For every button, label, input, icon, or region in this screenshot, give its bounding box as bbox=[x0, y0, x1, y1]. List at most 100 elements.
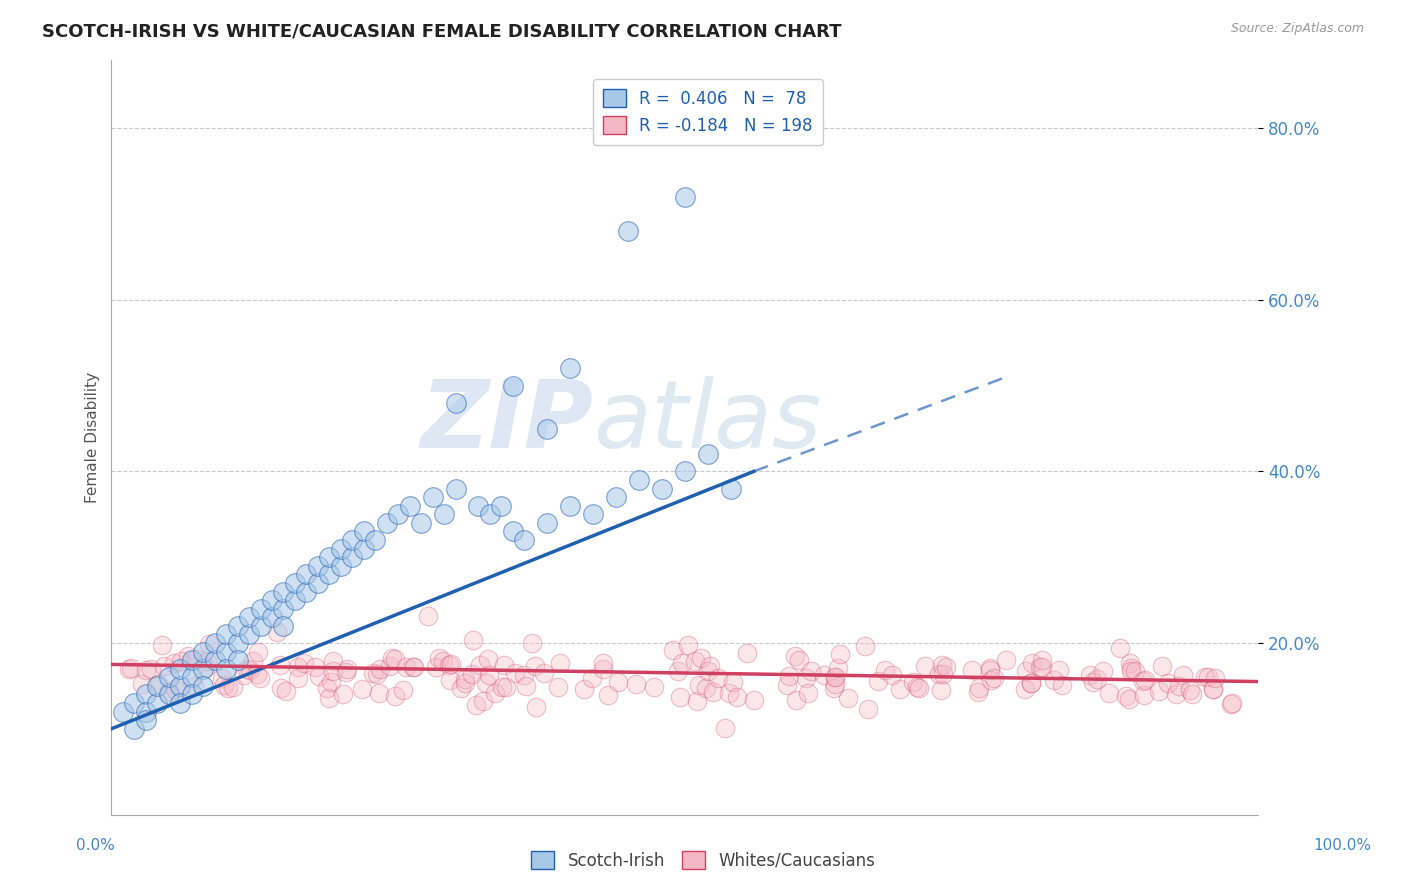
Point bbox=[217, 681, 239, 695]
Point bbox=[454, 676, 477, 690]
Point bbox=[1121, 661, 1143, 675]
Point bbox=[901, 675, 924, 690]
Point bbox=[308, 668, 330, 682]
Point bbox=[180, 688, 202, 702]
Point bbox=[467, 499, 489, 513]
Point bbox=[249, 671, 271, 685]
Point bbox=[318, 691, 340, 706]
Point bbox=[437, 658, 460, 673]
Text: SCOTCH-IRISH VS WHITE/CAUCASIAN FEMALE DISABILITY CORRELATION CHART: SCOTCH-IRISH VS WHITE/CAUCASIAN FEMALE D… bbox=[42, 22, 842, 40]
Point bbox=[450, 681, 472, 695]
Point bbox=[524, 700, 547, 714]
Point bbox=[688, 678, 710, 692]
Point bbox=[375, 516, 398, 530]
Point bbox=[523, 659, 546, 673]
Point bbox=[574, 681, 596, 696]
Point bbox=[335, 665, 357, 679]
Point bbox=[931, 658, 953, 673]
Point bbox=[332, 687, 354, 701]
Point bbox=[824, 670, 846, 684]
Point bbox=[1219, 697, 1241, 711]
Point bbox=[342, 550, 364, 565]
Point bbox=[316, 681, 339, 695]
Point bbox=[671, 656, 693, 670]
Point bbox=[269, 657, 291, 672]
Point bbox=[284, 576, 307, 591]
Point bbox=[813, 668, 835, 682]
Point bbox=[165, 681, 187, 696]
Point bbox=[184, 652, 207, 666]
Point bbox=[425, 659, 447, 673]
Point bbox=[329, 541, 352, 556]
Point bbox=[495, 680, 517, 694]
Text: 100.0%: 100.0% bbox=[1313, 838, 1372, 853]
Point bbox=[392, 682, 415, 697]
Point bbox=[273, 601, 295, 615]
Point bbox=[350, 681, 373, 696]
Point bbox=[416, 608, 439, 623]
Point bbox=[1091, 664, 1114, 678]
Point bbox=[1121, 664, 1143, 678]
Point bbox=[1021, 656, 1043, 670]
Point bbox=[246, 666, 269, 681]
Point bbox=[157, 670, 180, 684]
Point bbox=[1047, 663, 1070, 677]
Point bbox=[153, 659, 176, 673]
Point bbox=[384, 690, 406, 704]
Point bbox=[307, 576, 329, 591]
Point bbox=[643, 680, 665, 694]
Point bbox=[242, 654, 264, 668]
Point bbox=[478, 508, 501, 522]
Point bbox=[491, 499, 513, 513]
Point bbox=[1168, 679, 1191, 693]
Point bbox=[169, 662, 191, 676]
Point bbox=[273, 584, 295, 599]
Point bbox=[1119, 656, 1142, 670]
Point bbox=[696, 447, 718, 461]
Legend: Scotch-Irish, Whites/Caucasians: Scotch-Irish, Whites/Caucasians bbox=[524, 845, 882, 877]
Point bbox=[470, 658, 492, 673]
Point bbox=[148, 677, 170, 691]
Point bbox=[157, 685, 180, 699]
Point bbox=[513, 668, 536, 682]
Point bbox=[249, 601, 271, 615]
Point bbox=[1021, 676, 1043, 690]
Point bbox=[131, 677, 153, 691]
Point bbox=[111, 705, 134, 719]
Point bbox=[384, 652, 406, 666]
Point bbox=[193, 644, 215, 658]
Point bbox=[463, 632, 485, 647]
Point bbox=[673, 464, 696, 478]
Point bbox=[783, 648, 806, 663]
Point bbox=[1171, 667, 1194, 681]
Point bbox=[478, 668, 501, 682]
Point bbox=[411, 516, 433, 530]
Point bbox=[215, 662, 238, 676]
Point bbox=[402, 660, 425, 674]
Point bbox=[233, 668, 256, 682]
Point bbox=[776, 678, 799, 692]
Point bbox=[135, 713, 157, 727]
Point bbox=[606, 675, 628, 690]
Point bbox=[1019, 676, 1042, 690]
Point bbox=[735, 646, 758, 660]
Point bbox=[170, 654, 193, 668]
Point bbox=[824, 670, 846, 684]
Point bbox=[141, 662, 163, 676]
Point bbox=[238, 627, 260, 641]
Point bbox=[994, 653, 1017, 667]
Point bbox=[270, 681, 292, 695]
Point bbox=[935, 659, 957, 673]
Point bbox=[1202, 682, 1225, 697]
Point bbox=[914, 659, 936, 673]
Point bbox=[624, 677, 647, 691]
Point bbox=[960, 663, 983, 677]
Point bbox=[967, 685, 990, 699]
Point bbox=[465, 698, 488, 712]
Point bbox=[215, 627, 238, 641]
Point bbox=[273, 619, 295, 633]
Point bbox=[536, 516, 558, 530]
Point bbox=[1115, 689, 1137, 703]
Point bbox=[827, 661, 849, 675]
Point bbox=[491, 680, 513, 694]
